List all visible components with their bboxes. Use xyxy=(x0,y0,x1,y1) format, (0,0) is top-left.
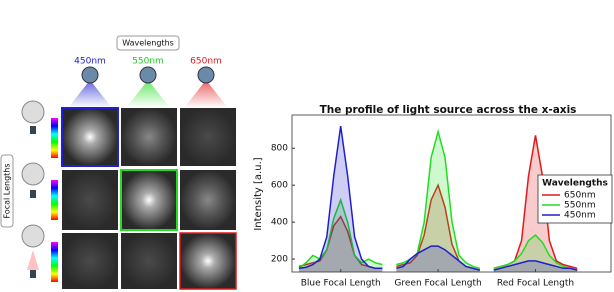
y-tick-label: 200 xyxy=(271,255,288,265)
y-tick-label: 800 xyxy=(271,144,288,154)
legend-title: Wavelengths xyxy=(542,179,608,189)
lens-icons xyxy=(21,100,58,282)
x-tick-label: Green Focal Length xyxy=(394,279,481,289)
y-axis-label: Intensity [a.u.] xyxy=(253,157,264,230)
wavelengths-label: Wavelengths xyxy=(122,39,174,48)
chart-title: The profile of light source across the x… xyxy=(320,104,577,116)
wavelength-label: 450nm xyxy=(74,57,106,67)
focal-label: Focal Lengths xyxy=(3,163,12,218)
area xyxy=(298,135,578,272)
line xyxy=(298,125,578,271)
area xyxy=(298,126,578,272)
legend-label: 550nm xyxy=(564,201,596,211)
spot-images xyxy=(61,107,237,290)
beam xyxy=(68,80,112,108)
wavelength-label: 650nm xyxy=(190,57,222,67)
beam xyxy=(184,80,228,108)
plot: 200 400 600 800 Blue Focal Length Green Focal… xyxy=(271,114,613,289)
y-tick-label: 600 xyxy=(271,181,288,191)
legend-label: 450nm xyxy=(564,211,596,221)
lamp-icon xyxy=(139,66,157,84)
beam xyxy=(126,80,170,108)
label-box xyxy=(0,154,14,228)
lamp-icon xyxy=(197,66,215,84)
x-tick-label: Red Focal Length xyxy=(497,279,574,289)
y-tick-label: 400 xyxy=(271,218,288,228)
wavelength-label: 550nm xyxy=(132,57,164,67)
legend-label: 650nm xyxy=(564,191,596,201)
image-panel: Wavelengths 450nm 550nm 650nm Focal Leng… xyxy=(0,35,237,290)
lamp-icon xyxy=(81,66,99,84)
x-tick-label: Blue Focal Length xyxy=(301,279,381,289)
area xyxy=(298,131,578,272)
label-box xyxy=(116,35,180,51)
